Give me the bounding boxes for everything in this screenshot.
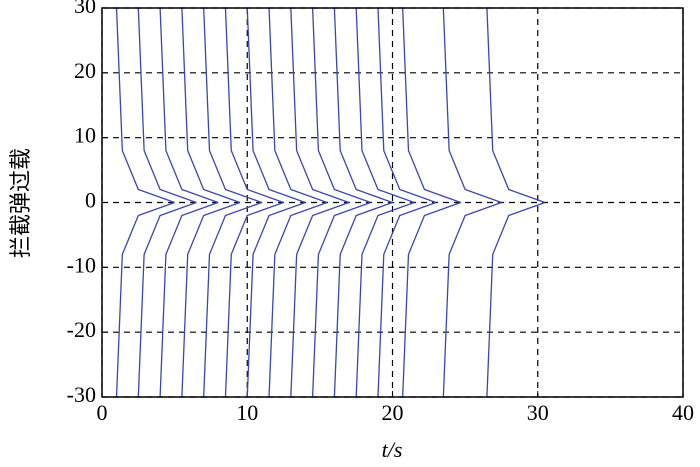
y-tick-label: -30 bbox=[67, 382, 96, 407]
plot-frame bbox=[101, 7, 684, 398]
x-tick-label: 10 bbox=[236, 400, 258, 425]
curve bbox=[115, 8, 175, 204]
curve bbox=[333, 8, 393, 204]
curve bbox=[203, 201, 262, 397]
curve bbox=[402, 8, 461, 204]
curve bbox=[311, 8, 371, 204]
curve bbox=[402, 201, 461, 397]
curve bbox=[333, 201, 393, 397]
y-axis-label: 拦截弹过载 bbox=[9, 148, 34, 258]
curve bbox=[203, 8, 262, 204]
y-tick-label: 10 bbox=[74, 123, 96, 148]
x-tick-label: 40 bbox=[672, 400, 694, 425]
curve bbox=[246, 201, 306, 397]
curve bbox=[486, 201, 546, 397]
y-tick-label: -20 bbox=[67, 317, 96, 342]
curve bbox=[442, 8, 502, 204]
curve bbox=[181, 201, 241, 397]
curve bbox=[115, 201, 175, 397]
x-axis-label: t/s bbox=[382, 437, 403, 462]
curve bbox=[224, 8, 284, 204]
y-tick-label: 30 bbox=[74, 0, 96, 18]
curve bbox=[268, 8, 328, 204]
curve bbox=[486, 8, 546, 204]
curve bbox=[290, 201, 350, 397]
curve bbox=[224, 201, 284, 397]
curve bbox=[181, 8, 241, 204]
curve bbox=[442, 201, 502, 397]
x-tick-label: 30 bbox=[527, 400, 549, 425]
y-tick-label: -10 bbox=[67, 252, 96, 277]
curve bbox=[355, 201, 415, 397]
curve bbox=[159, 201, 219, 397]
curve bbox=[290, 8, 350, 204]
curve bbox=[246, 8, 306, 204]
curve bbox=[137, 8, 197, 204]
y-tick-label: 20 bbox=[74, 58, 96, 83]
x-tick-label: 20 bbox=[382, 400, 404, 425]
curve bbox=[268, 201, 328, 397]
curve bbox=[311, 201, 371, 397]
y-tick-label: 0 bbox=[85, 188, 96, 213]
curve bbox=[377, 8, 437, 204]
curve bbox=[355, 8, 415, 204]
curve bbox=[137, 201, 197, 397]
curve bbox=[159, 8, 219, 204]
curve bbox=[377, 201, 437, 397]
x-tick-label: 0 bbox=[97, 400, 108, 425]
